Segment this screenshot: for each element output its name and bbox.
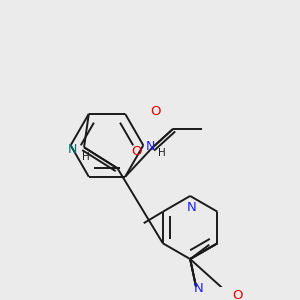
Text: N: N <box>194 281 203 295</box>
Text: O: O <box>232 289 243 300</box>
Text: N: N <box>68 143 77 156</box>
Text: N: N <box>145 140 155 153</box>
Text: N: N <box>187 201 197 214</box>
Text: H: H <box>158 148 165 158</box>
Text: O: O <box>131 145 142 158</box>
Text: H: H <box>82 152 90 162</box>
Text: O: O <box>151 105 161 118</box>
